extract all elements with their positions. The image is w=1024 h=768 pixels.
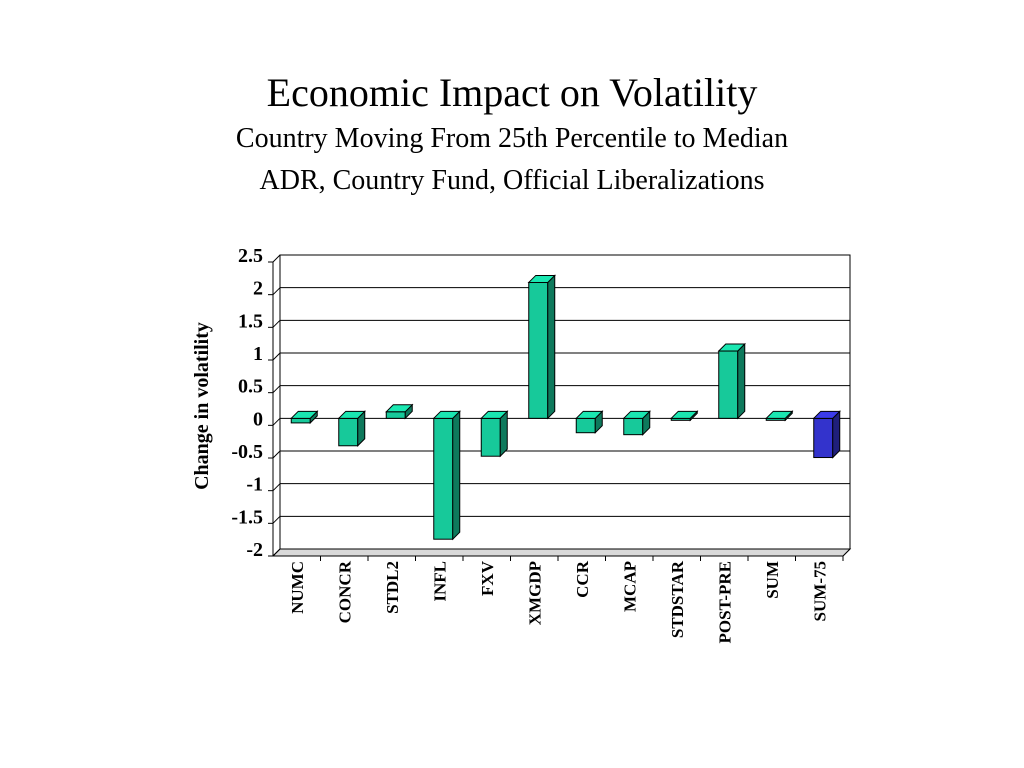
y-tick-depth [272, 417, 281, 426]
title-block: Economic Impact on Volatility Country Mo… [0, 68, 1024, 202]
y-tick-label: 1.5 [238, 310, 263, 332]
bar-ccr [575, 410, 604, 434]
y-tick-depth [272, 515, 281, 524]
bar-side [547, 274, 556, 420]
y-tick-depth [272, 254, 281, 263]
bar-side [737, 342, 746, 420]
x-tick-label: SUM-75 [810, 561, 829, 621]
plot-area [279, 254, 851, 550]
bar-top [717, 343, 746, 352]
bar-mcap [622, 410, 651, 436]
bar-side [499, 410, 508, 458]
y-tick-depth [272, 385, 281, 394]
chart-floor [271, 548, 852, 557]
x-tick-label: STDSTAR [668, 560, 687, 638]
bar-top [337, 410, 366, 419]
bar-front [575, 417, 596, 434]
x-tick-label: SUM [763, 561, 782, 599]
y-tick-depth [272, 548, 281, 557]
x-tick-label: CONCR [335, 560, 354, 623]
y-tick-depth [272, 450, 281, 459]
x-tick-label: NUMC [288, 561, 307, 614]
bar-infl [432, 410, 461, 541]
bar-top [812, 410, 841, 419]
bar-sum [765, 410, 794, 422]
bar-front [290, 417, 311, 424]
bar-numc [290, 410, 319, 425]
bar-front [338, 417, 359, 447]
bar-top [575, 410, 604, 419]
bar-xmgdp [527, 274, 556, 420]
y-axis-title: Change in volatility [191, 322, 213, 490]
bar-front [718, 350, 739, 419]
bar-front [433, 417, 454, 540]
y-tick-depth [272, 319, 281, 328]
y-tick-label: -0.5 [231, 441, 263, 463]
bar-side [832, 410, 841, 459]
bar-fxv [480, 410, 509, 458]
bar-post-pre [717, 342, 746, 420]
bar-sum-75 [812, 410, 841, 459]
y-tick-label: 0 [253, 408, 263, 430]
bar-front [480, 417, 501, 457]
x-tick-label: FXV [478, 560, 497, 596]
y-tick-label: -1 [246, 474, 263, 496]
y-tick-label: 1 [253, 343, 263, 365]
bar-top [527, 274, 556, 283]
bar-top [480, 410, 509, 419]
bar-front [528, 281, 549, 419]
x-tick-label: XMGDP [525, 561, 544, 625]
x-tick-label: POST-PRE [715, 561, 734, 644]
bar-top [432, 410, 461, 419]
bar-side [452, 410, 461, 541]
y-tick-depth [272, 352, 281, 361]
bar-front [813, 417, 834, 459]
bar-top [622, 410, 651, 419]
slide-title: Economic Impact on Volatility [266, 70, 758, 115]
bar-top [670, 410, 699, 419]
y-tick-depth [272, 483, 281, 492]
y-tick-label: 2.5 [238, 245, 263, 267]
bar-stdl2 [385, 403, 414, 420]
bar-front [623, 417, 644, 436]
bar-top [290, 410, 319, 419]
bar-concr [337, 410, 366, 447]
slide-subtitle-line-1: Country Moving From 25th Percentile to M… [235, 123, 789, 154]
y-tick-depth [272, 287, 281, 296]
x-tick-label: CCR [573, 560, 592, 598]
y-tick-label: -1.5 [231, 506, 263, 528]
bar-top [765, 410, 794, 419]
slide-subtitle-line-2: ADR, Country Fund, Official Liberalizati… [259, 165, 765, 196]
y-tick-label: -2 [246, 539, 263, 561]
x-tick-label: MCAP [620, 561, 639, 612]
y-tick-label: 2 [253, 278, 263, 300]
x-tick-label: INFL [430, 561, 449, 602]
bar-front [385, 411, 406, 419]
x-tick-label: STDL2 [383, 561, 402, 614]
bar-stdstar [670, 410, 699, 422]
y-tick-label: 0.5 [238, 376, 263, 398]
bar-top [385, 404, 414, 413]
